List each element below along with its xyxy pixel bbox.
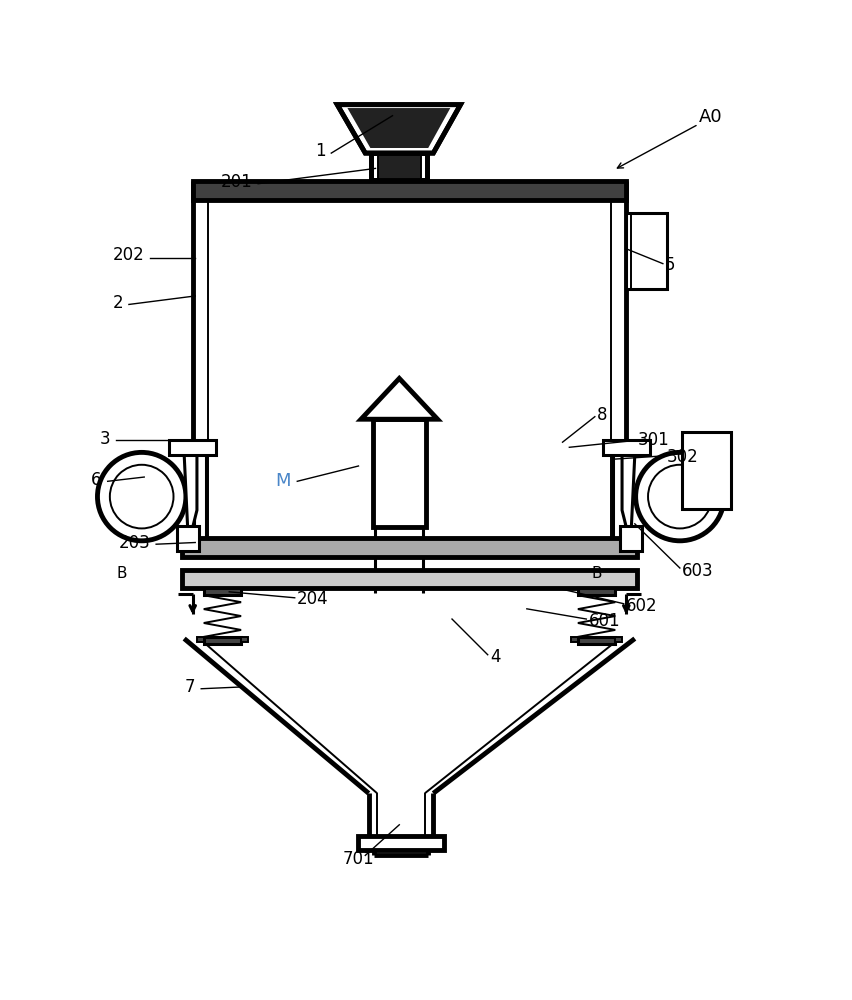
Text: 2: 2: [112, 294, 123, 312]
Text: 302: 302: [666, 448, 698, 466]
Bar: [619, 526, 641, 551]
Circle shape: [97, 452, 186, 541]
Bar: [371, 153, 427, 180]
Bar: [181, 570, 636, 588]
Text: A0: A0: [698, 108, 722, 126]
Text: B: B: [117, 566, 127, 581]
Bar: [577, 637, 614, 644]
Bar: [204, 588, 241, 595]
Polygon shape: [337, 105, 460, 153]
Circle shape: [635, 452, 723, 541]
Text: 204: 204: [296, 590, 328, 608]
Bar: [577, 588, 614, 595]
Text: B: B: [590, 566, 602, 581]
Circle shape: [110, 465, 173, 528]
Polygon shape: [360, 378, 437, 419]
Polygon shape: [184, 455, 197, 544]
Bar: [177, 526, 199, 551]
Polygon shape: [621, 455, 634, 544]
Bar: [358, 836, 443, 850]
Bar: [614, 637, 621, 642]
Bar: [570, 637, 577, 642]
Polygon shape: [347, 108, 450, 148]
Text: 603: 603: [681, 562, 712, 580]
Text: 3: 3: [100, 430, 110, 448]
Bar: [377, 153, 420, 180]
Bar: [372, 419, 425, 527]
Bar: [204, 637, 241, 644]
Text: 201: 201: [220, 173, 252, 191]
Bar: [182, 538, 636, 557]
Text: 5: 5: [664, 256, 674, 274]
Bar: [602, 440, 649, 455]
Text: M: M: [274, 472, 291, 490]
Text: 203: 203: [118, 534, 150, 552]
Text: 1: 1: [315, 142, 325, 160]
Bar: [197, 637, 204, 642]
Text: 7: 7: [185, 678, 195, 696]
Bar: [241, 637, 248, 642]
Text: 6: 6: [91, 471, 101, 489]
Text: 8: 8: [596, 406, 607, 424]
Bar: [371, 153, 427, 180]
Bar: [169, 440, 216, 455]
Circle shape: [648, 465, 711, 528]
Text: 701: 701: [343, 850, 374, 868]
Text: 202: 202: [112, 246, 144, 264]
Text: 601: 601: [588, 612, 619, 630]
Bar: [625, 213, 666, 289]
Bar: [681, 432, 730, 509]
Text: 602: 602: [625, 597, 657, 615]
Bar: [193, 181, 625, 200]
Text: 301: 301: [636, 431, 668, 449]
Text: 4: 4: [490, 648, 500, 666]
